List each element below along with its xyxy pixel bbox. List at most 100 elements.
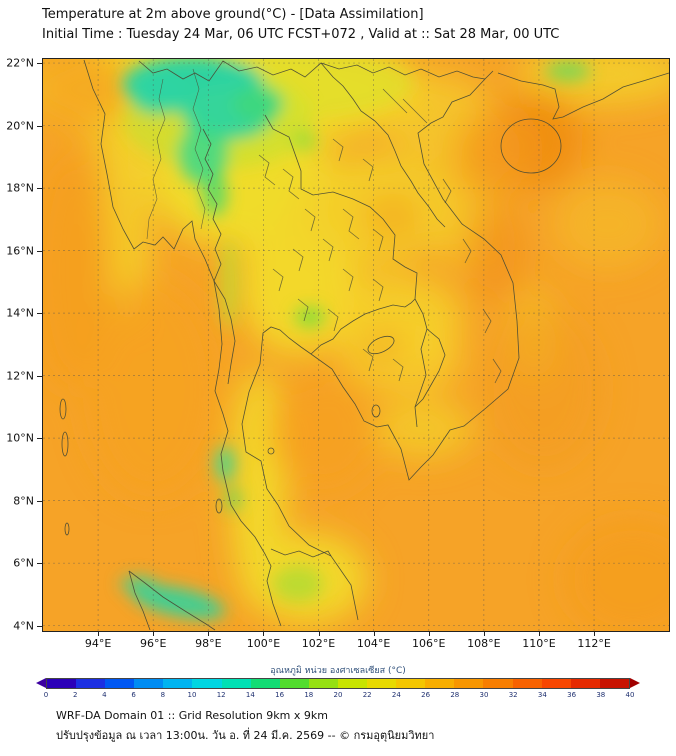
colorbar-segment — [396, 679, 426, 688]
andaman-island-outline-2 — [61, 431, 69, 457]
colorbar-tick-label: 2 — [72, 691, 78, 699]
colorbar-segment — [367, 679, 397, 688]
map-title: Temperature at 2m above ground(°C) - [Da… — [42, 7, 424, 22]
lat-tick-label: 12°N — [6, 369, 34, 383]
lat-tick-label: 10°N — [6, 431, 34, 445]
graticule-grid — [43, 59, 669, 631]
colorbar-tick-label: 10 — [187, 691, 197, 699]
phuket-island-outline — [215, 498, 223, 514]
sumatra-west-coastline — [128, 570, 151, 631]
colorbar-tick-label: 4 — [102, 691, 107, 699]
colorbar-tick-label: 26 — [421, 691, 431, 699]
colorbar-label: อุณหภูมิ หน่วย องศาเซลเซียส (°C) — [270, 666, 406, 676]
lat-tick-mark — [37, 375, 42, 377]
laos-vietnam-border — [320, 62, 446, 228]
phu-quoc-island-outline — [371, 404, 381, 418]
colorbar-segment — [134, 679, 164, 688]
footer-domain-info: WRF-DA Domain 01 :: Grid Resolution 9km … — [56, 709, 328, 722]
colorbar-tick-label: 12 — [216, 691, 226, 699]
colorbar-segment — [279, 679, 309, 688]
lon-tick-mark — [538, 632, 540, 636]
lon-tick-label: 94°E — [84, 637, 112, 650]
lon-axis: 94°E 96°E 98°E 100°E 102°E 104°E 106°E 108°E 110… — [43, 632, 669, 650]
colorbar-segment — [541, 679, 571, 688]
colorbar-tick-label: 22 — [362, 691, 372, 699]
temperature-map-svg — [43, 59, 669, 631]
colorbar-segment — [308, 679, 338, 688]
colorbar — [36, 678, 640, 689]
hainan-island-outline — [500, 118, 562, 174]
colorbar-right-arrow — [630, 678, 640, 688]
lat-tick-mark — [37, 125, 42, 127]
colorbar-segment — [454, 679, 484, 688]
lon-tick-mark — [318, 632, 320, 636]
colorbar-tick-label: 0 — [43, 691, 49, 699]
andaman-island-outline-1 — [59, 398, 67, 420]
lon-tick-label: 96°E — [139, 637, 167, 650]
lon-tick-mark — [208, 632, 210, 636]
gulf-and-vietnam-coastline — [241, 70, 520, 621]
lon-tick-label: 108°E — [467, 637, 501, 650]
colorbar-segment — [483, 679, 513, 688]
colorbar-tick-label: 30 — [479, 691, 489, 699]
province-boundaries — [258, 88, 502, 384]
lon-tick-mark — [98, 632, 100, 636]
colorbar-segment — [105, 679, 135, 688]
lat-tick-mark — [37, 500, 42, 502]
lat-axis: 22°N 20°N 18°N 16°N 14°N 12°N 10°N 8°N 6°N 4°N — [0, 56, 42, 633]
colorbar-segments — [46, 678, 630, 689]
map-subtitle: Initial Time : Tuesday 24 Mar, 06 UTC FC… — [42, 27, 560, 42]
colorbar-segment — [76, 679, 106, 688]
lat-tick-label: 18°N — [6, 181, 34, 195]
colorbar-tick-label: 24 — [391, 691, 401, 699]
footer-update-info: ปรับปรุงข้อมูล ณ เวลา 13:00น. วัน อ. ที่… — [56, 729, 435, 742]
lat-tick-label: 6°N — [13, 556, 34, 570]
lat-tick-mark — [37, 313, 42, 315]
colorbar-left-arrow — [36, 678, 46, 688]
cambodia-vietnam-border — [414, 328, 446, 408]
lon-tick-mark — [428, 632, 430, 636]
lat-tick-label: 8°N — [13, 494, 34, 508]
colorbar-tick-label: 18 — [304, 691, 314, 699]
colorbar-tick-label: 14 — [245, 691, 255, 699]
country-borders — [59, 59, 669, 631]
colorbar-ticks: 0 2 4 6 8 10 12 14 16 18 20 22 24 26 28 30 32 34 36 38 40 — [43, 691, 635, 701]
colorbar-tick-label: 20 — [333, 691, 343, 699]
colorbar-segment — [425, 679, 455, 688]
lon-tick-mark — [483, 632, 485, 636]
lat-tick-label: 20°N — [6, 119, 34, 133]
lat-tick-mark — [37, 250, 42, 252]
salween-river — [192, 68, 206, 230]
thailand-cambodia-border — [310, 298, 416, 355]
colorbar-segment — [337, 679, 368, 688]
lat-tick-mark — [37, 63, 42, 65]
colorbar-tick-label: 38 — [596, 691, 606, 699]
lat-tick-mark — [37, 625, 42, 627]
colorbar-segment — [221, 679, 251, 688]
colorbar-tick-label: 40 — [625, 691, 635, 699]
lon-tick-label: 104°E — [356, 637, 391, 650]
lat-tick-label: 22°N — [6, 56, 34, 70]
colorbar-tick-label: 8 — [160, 691, 166, 699]
lat-tick-label: 14°N — [6, 306, 34, 320]
lat-tick-mark — [37, 188, 42, 190]
china-border-north — [138, 60, 486, 82]
colorbar-segment — [47, 679, 77, 688]
lon-tick-label: 100°E — [246, 637, 281, 650]
mekong-river-border — [264, 114, 428, 428]
colorbar-tick-label: 36 — [567, 691, 577, 699]
lon-tick-label: 110°E — [522, 637, 556, 650]
colorbar-segment — [163, 679, 193, 688]
colorbar-segment — [599, 679, 629, 688]
lat-tick-label: 4°N — [13, 619, 34, 633]
colorbar-segment — [192, 679, 222, 688]
colorbar-tick-label: 32 — [508, 691, 518, 699]
thailand-myanmar-border — [202, 128, 236, 385]
lat-tick-label: 16°N — [6, 244, 34, 258]
lat-tick-mark — [37, 563, 42, 565]
lon-tick-label: 98°E — [195, 637, 222, 650]
sumatra-north-coastline — [128, 570, 216, 631]
map-canvas — [42, 58, 670, 632]
china-south-coastline — [497, 72, 669, 120]
